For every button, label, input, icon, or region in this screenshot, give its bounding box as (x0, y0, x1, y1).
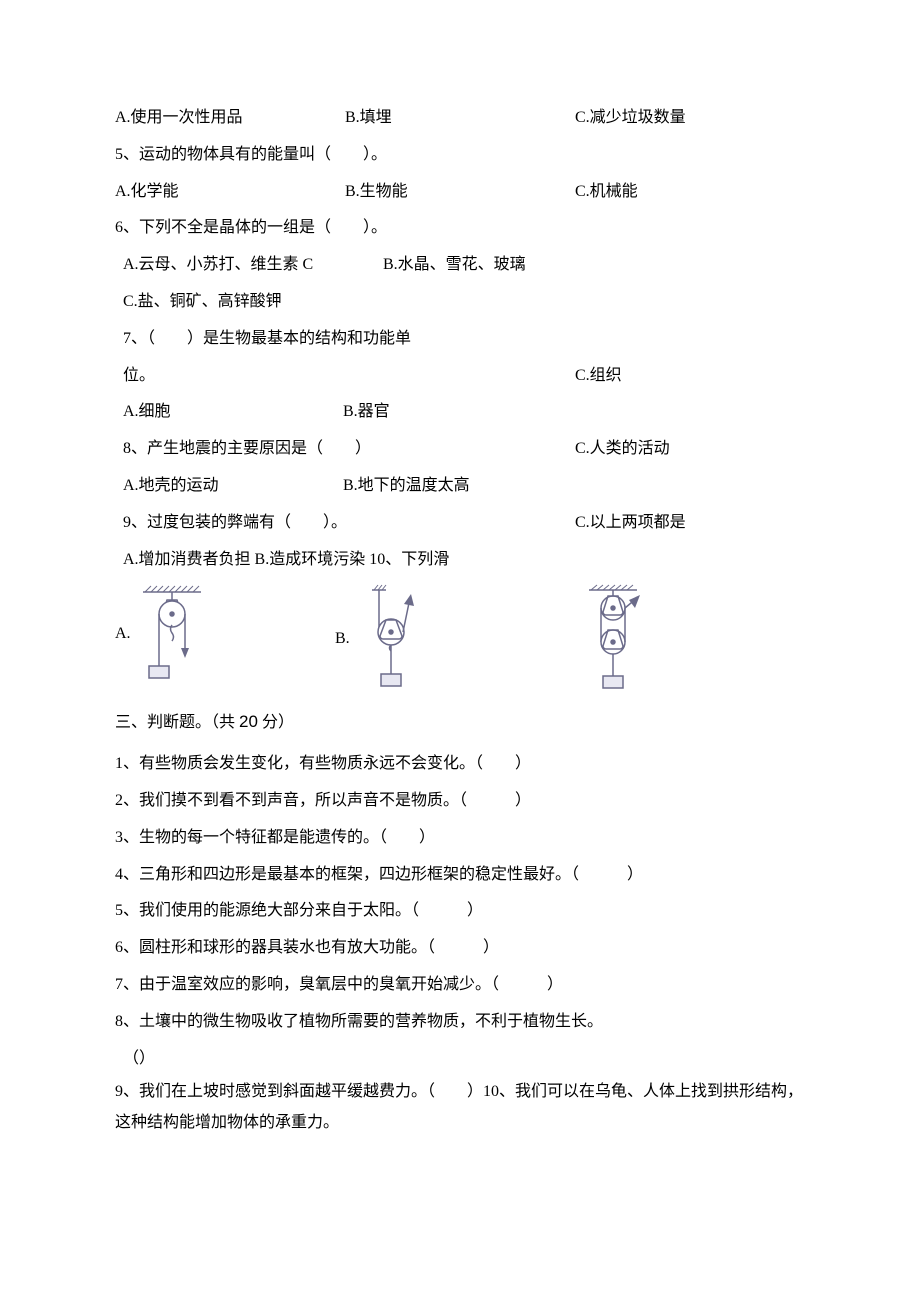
judge-q5: 5、我们使用的能源绝大部分来自于太阳。（ ） (115, 893, 805, 930)
q10-pulley-c-cell (575, 584, 655, 694)
q9-stem: 9、过度包装的弊端有（ ）。 (115, 505, 575, 542)
judge-q8-line1: 8、土壤中的微生物吸收了植物所需要的营养物质，不利于植物生长。 (115, 1004, 805, 1041)
q4-options-row: A.使用一次性用品 B.填埋 C.减少垃圾数量 (115, 100, 805, 137)
q7-option-b: B.器官 (343, 394, 390, 431)
section3-title-post: 分） (258, 714, 294, 731)
q5-option-a: A.化学能 (115, 174, 345, 211)
q6-options-row1: A.云母、小苏打、维生素 C B.水晶、雪花、玻璃 (115, 247, 805, 284)
pulley-c-icon (575, 584, 655, 694)
q10-pulley-a-cell: A. (115, 584, 335, 684)
q5-option-b: B.生物能 (345, 174, 575, 211)
q7-block: 7、（ ）是生物最基本的结构和功能单 位。 A.细胞 B.器官 C.组织 (115, 321, 805, 431)
q7-option-a: A.细胞 (123, 394, 343, 431)
q10-pulley-row: A. (115, 584, 805, 694)
document-page: A.使用一次性用品 B.填埋 C.减少垃圾数量 5、运动的物体具有的能量叫（ ）… (0, 0, 920, 1198)
q5-option-c: C.机械能 (575, 174, 805, 211)
judge-q8-line2: （） (115, 1041, 805, 1078)
q8-option-b: B.地下的温度太高 (343, 468, 470, 505)
judge-q6: 6、圆柱形和球形的器具装水也有放大功能。（ ） (115, 930, 805, 967)
q8-block: 8、产生地震的主要原因是（ ） A.地壳的运动 B.地下的温度太高 C.人类的活… (115, 431, 805, 505)
judge-q4: 4、三角形和四边形是最基本的框架，四边形框架的稳定性最好。（ ） (115, 857, 805, 894)
judge-q7: 7、由于温室效应的影响，臭氧层中的臭氧开始减少。（ ） (115, 967, 805, 1004)
judge-q3: 3、生物的每一个特征都是能遗传的。（ ） (115, 820, 805, 857)
q7-option-c: C.组织 (575, 358, 805, 395)
q6-stem: 6、下列不全是晶体的一组是（ ）。 (115, 210, 805, 247)
q4-option-c: C.减少垃圾数量 (575, 100, 805, 137)
q10-label-b: B. (335, 594, 350, 684)
q4-option-a: A.使用一次性用品 (115, 100, 345, 137)
q6-option-a: A.云母、小苏打、维生素 C (123, 247, 383, 284)
section3-title-num: 20 (239, 712, 258, 731)
q9-block: 9、过度包装的弊端有（ ）。 A.增加消费者负担 B.造成环境污染 10、下列滑… (115, 505, 805, 579)
q7-stem-line2: 位。 (115, 358, 575, 395)
judge-q2: 2、我们摸不到看不到声音，所以声音不是物质。（ ） (115, 783, 805, 820)
q8-options-ab: A.地壳的运动 B.地下的温度太高 (115, 468, 575, 505)
q5-options-row: A.化学能 B.生物能 C.机械能 (115, 174, 805, 211)
section3-title-pre: 三、判断题。（共 (115, 714, 239, 731)
q10-pulley-b-cell: B. (335, 584, 575, 694)
q6-option-c: C.盐、铜矿、高锌酸钾 (115, 284, 805, 321)
q8-option-a: A.地壳的运动 (123, 468, 343, 505)
section3-title: 三、判断题。（共 20 分） (115, 702, 805, 742)
q4-option-b: B.填埋 (345, 100, 575, 137)
judge-q1: 1、有些物质会发生变化，有些物质永远不会变化。（ ） (115, 746, 805, 783)
judge-q9-q10: 9、我们在上坡时感觉到斜面越平缓越费力。（ ）10、我们可以在乌龟、人体上找到拱… (115, 1077, 805, 1138)
pulley-a-icon (137, 584, 207, 684)
q5-stem: 5、运动的物体具有的能量叫（ ）。 (115, 137, 805, 174)
q8-option-c: C.人类的活动 (575, 431, 805, 468)
q7-stem-line1: 7、（ ）是生物最基本的结构和功能单 (115, 321, 575, 358)
pulley-b-icon (356, 584, 426, 694)
q8-stem: 8、产生地震的主要原因是（ ） (115, 431, 575, 468)
q10-label-a: A. (115, 589, 131, 679)
q9-option-c: C.以上两项都是 (575, 505, 805, 542)
q6-option-b: B.水晶、雪花、玻璃 (383, 247, 526, 284)
q9-options-ab-and-q10stem: A.增加消费者负担 B.造成环境污染 10、下列滑 (115, 542, 575, 579)
q7-options-ab: A.细胞 B.器官 (115, 394, 575, 431)
